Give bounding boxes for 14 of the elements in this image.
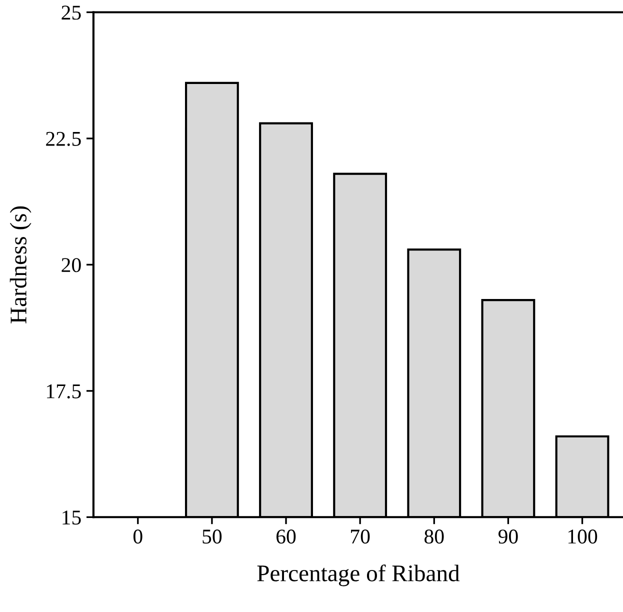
y-tick-label: 15 (62, 510, 81, 525)
x-tick-label: 0 (133, 530, 142, 544)
x-tick-label: 70 (351, 530, 370, 544)
x-tick-label: 100 (568, 530, 598, 544)
y-tick-label: 20 (62, 258, 81, 272)
y-tick-label: 25 (62, 6, 81, 20)
x-axis-title: Percentage of Riband (257, 564, 460, 586)
y-tick-label: 17.5 (47, 384, 81, 398)
x-tick-label: 50 (202, 530, 222, 544)
y-axis-title: Hardness (s) (10, 206, 32, 324)
y-tick-label: 22.5 (46, 132, 81, 146)
x-tick-label: 80 (424, 530, 444, 544)
x-tick-label: 90 (498, 530, 518, 544)
x-tick-label: 60 (276, 530, 296, 544)
